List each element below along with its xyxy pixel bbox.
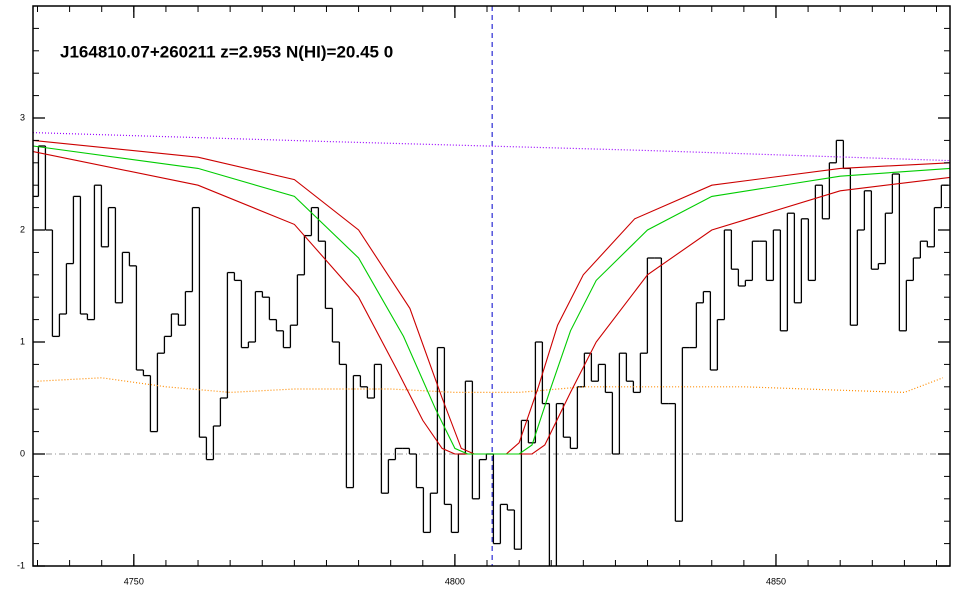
model-line	[33, 145, 950, 455]
x-tick-label: 4800	[445, 576, 465, 586]
y-tick-label: 0	[20, 448, 25, 458]
y-tick-label: 2	[20, 224, 25, 234]
x-tick-label: 4750	[124, 576, 144, 586]
y-tick-label: 1	[20, 336, 25, 346]
error-line	[37, 377, 944, 394]
plot-area	[33, 6, 950, 566]
x-tick-label: 4850	[766, 576, 786, 586]
chart-title: J164810.07+260211 z=2.953 N(HI)=20.45 0	[60, 42, 393, 61]
y-tick-label: -1	[17, 560, 25, 570]
y-tick-label: 3	[20, 112, 25, 122]
plot-frame	[32, 5, 951, 567]
